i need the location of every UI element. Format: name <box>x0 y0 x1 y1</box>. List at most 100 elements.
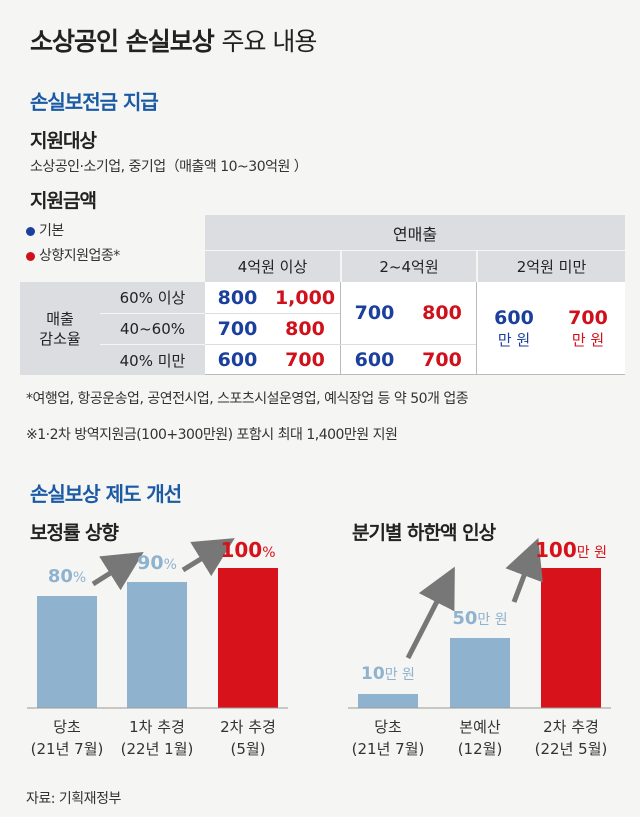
chart1-arrow-1 <box>91 551 144 591</box>
chart2-bar-3 <box>541 568 601 708</box>
chart2-arrow-2 <box>505 537 543 603</box>
chart1-category-line2-2: (22년 1월) <box>120 740 194 758</box>
section-title-compensation: 손실보전금 지급 <box>30 90 159 114</box>
revenue-header: 연매출 <box>205 215 625 250</box>
legend-basic-label: 기본 <box>39 223 64 239</box>
col-group-1: 4억원 이상 <box>205 250 340 282</box>
g2-top-basic: 700 <box>354 302 395 324</box>
note-2: ※1·2차 방역지원금(100+300만원) 포함시 최대 1,400만원 지원 <box>26 427 398 443</box>
chart2-title: 분기별 하한액 인상 <box>352 522 496 544</box>
g2-top-upgrade: 800 <box>422 302 462 324</box>
chart2-category-3: 2차 추경 (22년 5월) <box>516 716 626 760</box>
g1-r1-basic: 800 <box>217 286 258 309</box>
chart2-value-unit-2: 만 원 <box>477 612 508 628</box>
chart1-value-label-3: 100% <box>188 538 308 562</box>
chart1-bar-2 <box>127 582 187 708</box>
chart2-category-line1-1: 당초 <box>374 718 402 736</box>
chart1-category-1: 당초 (21년 7월) <box>12 716 122 760</box>
g1-r2-upgrade: 800 <box>285 317 325 340</box>
chart1-value-unit-3: % <box>262 545 276 561</box>
title-light: 주요 내용 <box>221 27 317 56</box>
chart2-value-label-1: 10만 원 <box>328 664 448 684</box>
chart1-value-unit-1: % <box>72 570 87 586</box>
chart2-value-num-2: 50 <box>452 608 478 629</box>
chart1-bar-1 <box>37 596 97 708</box>
chart1-arrow-2 <box>181 538 235 577</box>
row-label-2: 40~60% <box>100 313 205 344</box>
chart1-category-2: 1차 추경 (22년 1월) <box>102 716 212 760</box>
row-header-line1: 매출 <box>46 309 74 328</box>
chart2-value-unit-3: 만 원 <box>576 545 607 561</box>
title-bold: 소상공인 손실보상 <box>30 27 215 56</box>
g3-basic-num: 600 <box>494 306 534 329</box>
chart2-value-num-1: 10 <box>361 664 385 684</box>
row-label-1: 60% 이상 <box>119 289 186 307</box>
chart1-group <box>27 538 288 709</box>
chart2-arrow-1 <box>405 566 455 660</box>
chart2-category-line1-3: 2차 추경 <box>543 718 599 736</box>
chart1-title: 보정률 상향 <box>30 522 119 544</box>
chart1-bar-3 <box>218 568 278 708</box>
chart1-value-label-2: 90% <box>97 552 217 574</box>
divider <box>476 282 477 375</box>
chart1-category-line2-1: (21년 7월) <box>30 740 104 758</box>
chart2-value-label-3: 100만 원 <box>511 538 631 562</box>
chart1-value-num-1: 80 <box>47 566 73 587</box>
col-group-3: 2억원 미만 <box>477 250 625 282</box>
g3-upgrade-num: 700 <box>568 306 608 329</box>
chart1-value-num-2: 90 <box>137 552 164 574</box>
chart2-category-line2-1: (21년 7월) <box>351 740 425 758</box>
target-text: 소상공인·소기업, 중기업（매출액 10~30억원 ） <box>30 159 308 175</box>
chart1-category-line1-3: 2차 추경 <box>220 718 276 736</box>
section-title-improvement: 손실보상 제도 개선 <box>30 482 182 506</box>
chart2-bar-1 <box>358 694 418 708</box>
row-header: 매출 감소율 <box>20 282 100 375</box>
g1-r3-basic: 600 <box>217 348 258 371</box>
red-dot-icon <box>26 251 35 261</box>
g1-r2-basic: 700 <box>217 317 258 340</box>
chart1-category-line1-2: 1차 추경 <box>129 718 185 736</box>
row-header-line2: 감소율 <box>39 329 81 348</box>
g2-bottom-upgrade: 700 <box>422 348 462 371</box>
chart1-category-line2-3: (5월) <box>230 740 266 758</box>
g1-r3-upgrade: 700 <box>285 348 325 371</box>
chart2-category-line2-3: (22년 5월) <box>534 740 608 758</box>
chart2-value-label-2: 50만 원 <box>420 608 540 629</box>
g1-r1-upgrade: 1,000 <box>274 286 336 309</box>
chart2-value-unit-1: 만 원 <box>384 667 415 683</box>
chart1-value-label-1: 80% <box>7 566 127 587</box>
row-label-3: 40% 미만 <box>100 344 205 375</box>
chart2-value-num-3: 100 <box>535 538 577 562</box>
divider <box>340 282 341 375</box>
chart2-group <box>348 537 611 709</box>
chart1-value-num-3: 100 <box>220 538 263 562</box>
chart2-category-1: 당초 (21년 7월) <box>333 716 443 760</box>
blue-dot-icon <box>26 226 35 236</box>
note-1: *여행업, 항공운송업, 공연전시업, 스포츠시설운영업, 예식장업 등 약 5… <box>26 391 469 407</box>
target-heading: 지원대상 <box>30 130 97 152</box>
g3-upgrade: 700 만 원 <box>551 282 625 375</box>
row-header-bg <box>20 282 205 375</box>
chart2-category-2: 본예산 (12월) <box>425 716 535 760</box>
chart1-value-unit-2: % <box>163 557 177 573</box>
legend-upgrade-label: 상향지원업종* <box>39 248 120 264</box>
g3-basic-unit: 만 원 <box>497 330 531 349</box>
page-title: 소상공인 손실보상 주요 내용 <box>30 22 317 58</box>
chart1-category-3: 2차 추경 (5월) <box>193 716 303 760</box>
chart1-category-line1-1: 당초 <box>53 718 81 736</box>
chart2-category-line2-2: (12월) <box>457 740 503 758</box>
chart2-bar-2 <box>450 638 510 708</box>
chart2-category-line1-2: 본예산 <box>459 718 501 736</box>
divider <box>205 313 340 314</box>
amount-heading: 지원금액 <box>30 190 97 212</box>
divider <box>205 344 476 345</box>
g2-bottom-basic: 600 <box>354 348 395 371</box>
legend-upgrade: 상향지원업종* <box>26 245 120 265</box>
data-bg <box>205 282 625 375</box>
source-text: 자료: 기획재정부 <box>26 791 121 807</box>
g3-basic: 600 만 원 <box>477 282 551 375</box>
col-group-2: 2~4억원 <box>341 250 476 282</box>
g3-upgrade-unit: 만 원 <box>571 330 605 349</box>
legend-basic: 기본 <box>26 220 64 240</box>
